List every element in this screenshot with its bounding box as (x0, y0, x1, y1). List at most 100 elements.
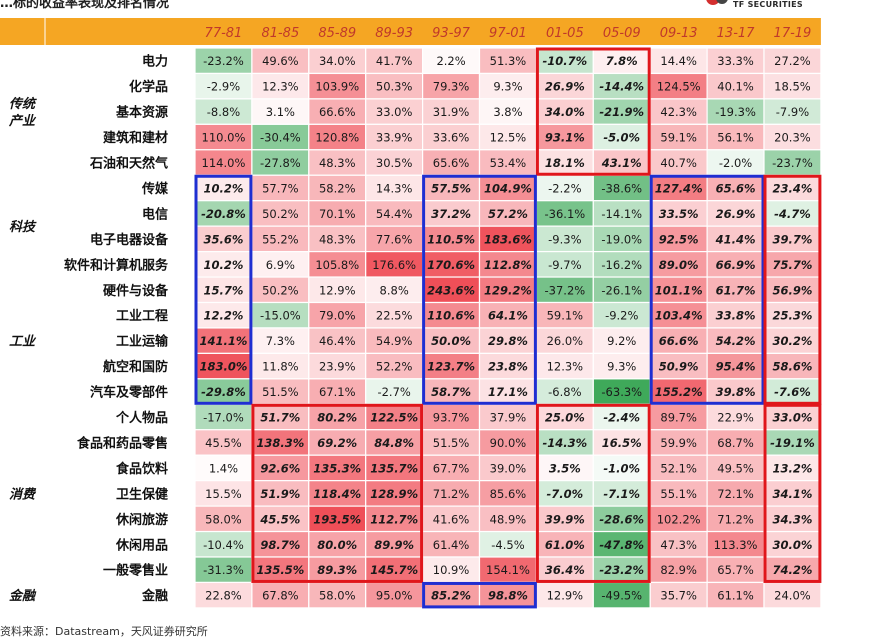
heat-cell (308, 251, 367, 278)
row-label: 卫生保健 (116, 486, 168, 502)
cell-value: 30.5% (376, 156, 413, 170)
cell-value: 92.6% (260, 461, 300, 475)
heat-cell (763, 581, 822, 609)
column-header: 05-09 (603, 26, 641, 41)
cell-value: 29.8% (488, 334, 528, 348)
highlight-box (194, 174, 253, 405)
heat-cell (308, 149, 367, 176)
cell-value: 84.8% (374, 436, 414, 450)
cell-value: 65.6% (716, 181, 756, 195)
heat-cell (365, 454, 424, 482)
cell-value: 50.9% (659, 360, 699, 374)
cell-value: 48.3% (319, 232, 356, 246)
cell-value: -20.8% (201, 207, 246, 221)
heat-cell (763, 454, 822, 482)
cell-value: -23.2% (599, 563, 644, 577)
cell-value: 79.3% (433, 80, 470, 94)
cell-value: 50.3% (376, 80, 413, 94)
heat-cell (649, 276, 708, 304)
cell-value: 102.2% (657, 512, 701, 526)
cell-value: 58.6% (772, 360, 812, 374)
cell-value: 50.2% (262, 207, 299, 221)
heat-cell (251, 225, 310, 253)
cell-value: 67.7% (433, 461, 470, 475)
heat-cell (308, 72, 367, 100)
cell-value: 23.4% (772, 181, 812, 195)
heat-cell (308, 352, 367, 380)
cell-value: 92.5% (659, 232, 699, 246)
heat-cell (535, 556, 594, 584)
cell-value: 39.7% (772, 232, 812, 246)
group-label: 工业 (9, 334, 37, 350)
cell-value: -36.1% (545, 207, 586, 221)
cell-value: 71.2% (717, 512, 754, 526)
cell-value: 183.0% (199, 360, 247, 374)
cell-value: 41.6% (433, 512, 470, 526)
heat-cell (422, 123, 481, 151)
row-label: 石油和天然气 (89, 156, 168, 172)
row-label: 软件和计算机服务 (64, 257, 169, 273)
cell-value: 118.4% (313, 487, 361, 501)
heat-cell (194, 581, 253, 609)
heat-cell (535, 480, 594, 507)
cell-value: 40.1% (717, 80, 754, 94)
cell-value: 127.4% (655, 181, 703, 195)
row-label: 化学品 (129, 79, 168, 95)
cell-value: 14.4% (660, 54, 697, 68)
cell-value: -16.2% (601, 258, 642, 272)
group-label: 金融 (9, 588, 37, 604)
cell-value: -4.5% (491, 538, 524, 552)
heat-cell (535, 174, 594, 202)
cell-value: 80.2% (317, 411, 357, 425)
cell-value: 123.7% (427, 360, 475, 374)
row-label: 电子电器设备 (90, 232, 169, 248)
cell-value: 90.0% (490, 436, 527, 450)
cell-value: -19.1% (770, 436, 815, 450)
cell-value: 124.5% (657, 80, 701, 94)
cell-value: 65.7% (717, 563, 754, 577)
cell-value: 56.1% (717, 131, 754, 145)
cell-value: 17.1% (488, 385, 528, 399)
cell-value: 129.2% (484, 283, 532, 297)
cell-value: 57.2% (488, 207, 528, 221)
cell-value: 122.5% (370, 411, 418, 425)
heat-cell (365, 225, 424, 253)
cell-value: -10.4% (203, 538, 244, 552)
cell-value: -9.7% (548, 258, 581, 272)
cell-value: -47.8% (599, 538, 644, 552)
cell-value: 54.4% (376, 207, 413, 221)
heat-cell (422, 403, 481, 431)
heat-cell (365, 480, 424, 507)
cell-value: -38.6% (601, 181, 642, 195)
cell-value: -14.1% (601, 207, 642, 221)
cell-value: 30.2% (772, 334, 812, 348)
cell-value: -37.2% (545, 283, 586, 297)
cell-value: 25.0% (545, 411, 585, 425)
cell-value: -2.9% (207, 80, 240, 94)
heat-cell (365, 251, 424, 278)
cell-value: -5.0% (603, 131, 640, 145)
heat-cell (478, 72, 538, 100)
heat-cell (535, 72, 594, 100)
cell-value: 58.0% (205, 512, 242, 526)
cell-value: 8.8% (380, 283, 409, 297)
cell-value: 46.4% (319, 334, 356, 348)
heat-cell (706, 556, 765, 584)
cell-value: 243.6% (427, 283, 475, 297)
cell-value: 135.5% (256, 563, 304, 577)
heat-cell (308, 556, 367, 584)
cell-value: 42.3% (660, 105, 697, 119)
cell-value: 58.0% (319, 589, 356, 603)
cell-value: 101.1% (655, 283, 703, 297)
cell-value: -23.7% (772, 156, 813, 170)
cell-value: 55.2% (262, 232, 299, 246)
heat-cell (365, 378, 424, 405)
cell-value: 39.0% (490, 461, 527, 475)
heat-cell (535, 327, 594, 355)
cell-value: 33.9% (376, 131, 413, 145)
cell-value: 41.7% (376, 54, 413, 68)
cell-value: 51.5% (262, 385, 299, 399)
cell-value: 170.6% (427, 258, 475, 272)
cell-value: 2.2% (436, 54, 465, 68)
cell-value: 33.6% (433, 131, 470, 145)
